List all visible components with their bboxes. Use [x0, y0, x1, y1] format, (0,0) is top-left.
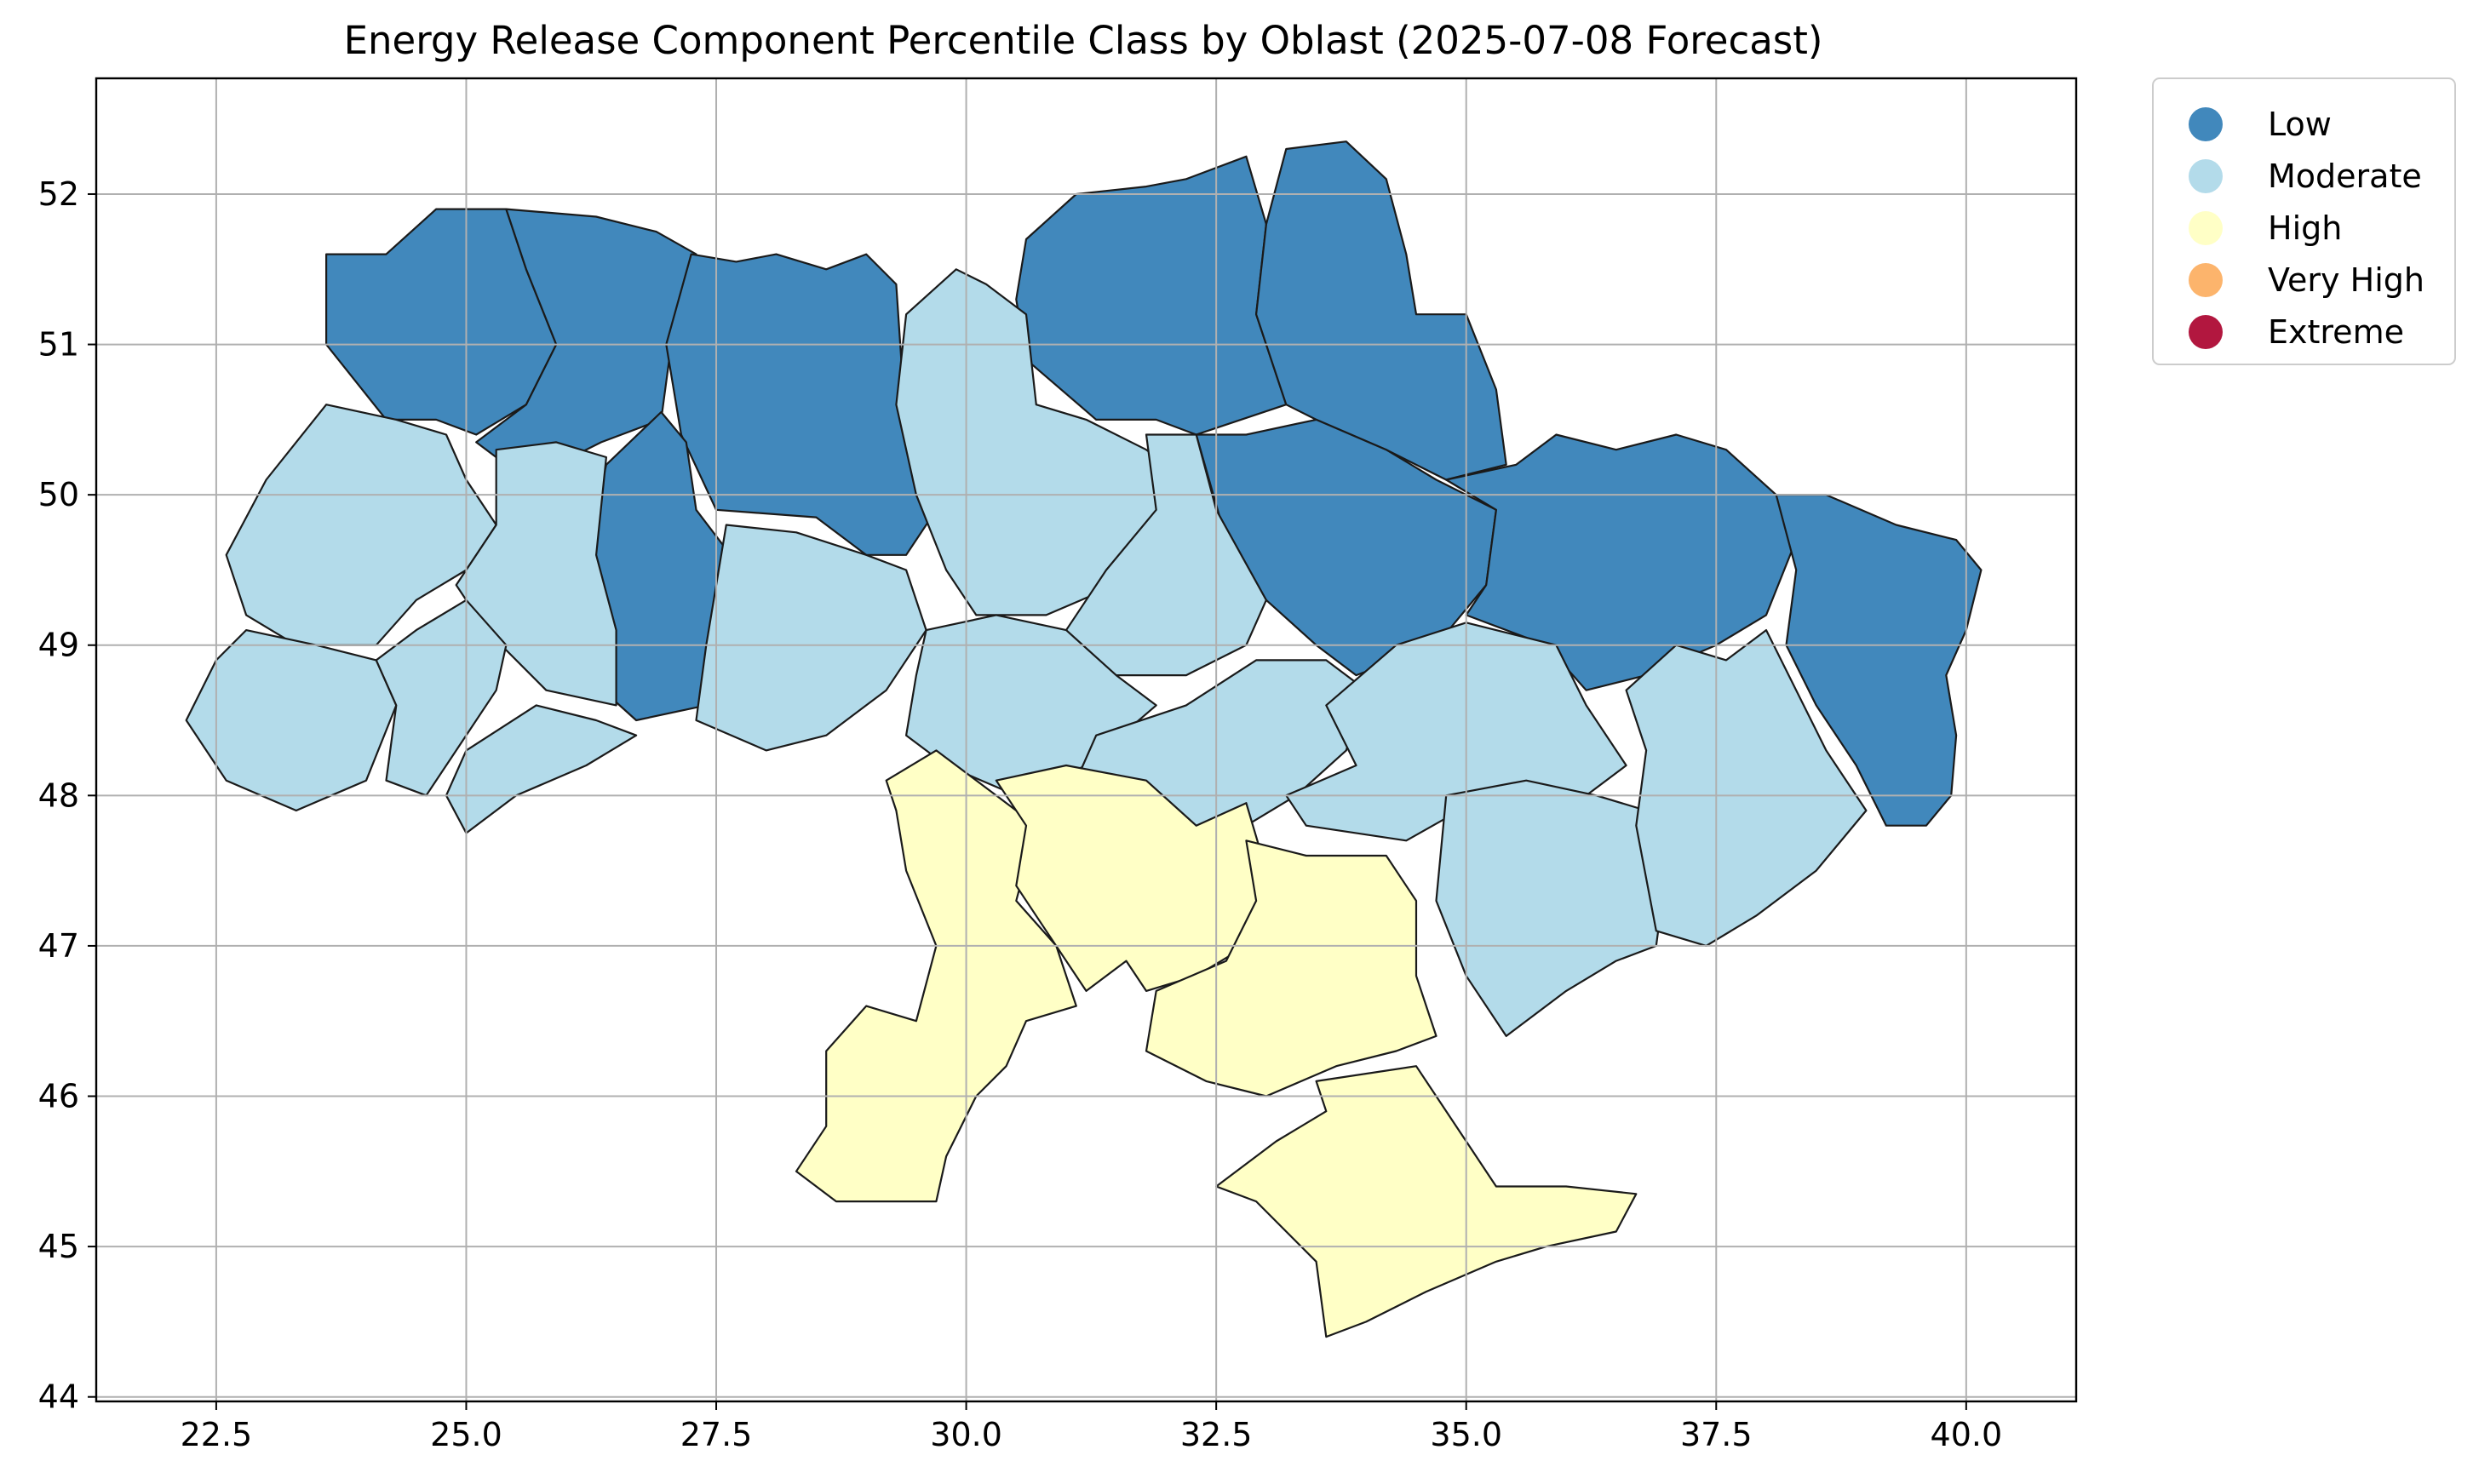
legend-frame — [2152, 77, 2456, 365]
legend-marker-very-high — [2189, 263, 2223, 297]
oblast-region-14-moderate — [445, 704, 638, 834]
x-tick-label: 30.0 — [930, 1416, 1002, 1453]
oblast-region-21-moderate — [1435, 779, 1667, 1038]
y-tick-label: 46 — [38, 1078, 79, 1115]
legend-label-very-high: Very High — [2268, 261, 2424, 299]
oblast-region-22-moderate — [1625, 628, 1868, 948]
gridlines — [96, 78, 2076, 1401]
x-tick-label: 27.5 — [680, 1416, 753, 1453]
y-tick-label: 45 — [38, 1228, 79, 1265]
legend-marker-moderate — [2189, 159, 2223, 193]
legend-label-high: High — [2268, 209, 2342, 247]
x-tick-label: 25.0 — [430, 1416, 502, 1453]
oblast-region-6-low — [1254, 140, 1507, 481]
oblast-region-10-moderate — [225, 404, 497, 646]
legend: Low Moderate High Very High Extreme — [2152, 77, 2456, 365]
legend-marker-high — [2189, 211, 2223, 245]
y-axis-ticks: 44 45 46 47 48 49 50 51 52 — [38, 175, 96, 1416]
y-tick-label: 50 — [38, 476, 79, 513]
oblast-region-17-moderate — [1055, 433, 1268, 677]
chart-title: Energy Release Component Percentile Clas… — [344, 18, 1823, 63]
oblast-region-25-high — [1145, 839, 1437, 1097]
oblast-region-26-high — [1215, 1065, 1638, 1338]
legend-label-extreme: Extreme — [2268, 313, 2404, 351]
y-tick-label: 51 — [38, 326, 79, 364]
plot-frame — [95, 77, 2078, 1403]
legend-marker-low — [2189, 107, 2223, 141]
y-tick-label: 44 — [38, 1378, 79, 1416]
x-axis-ticks: 22.5 25.0 27.5 30.0 32.5 35.0 37.5 40.0 — [181, 1401, 2003, 1453]
oblast-regions — [185, 140, 1983, 1338]
oblast-region-15-moderate — [695, 524, 927, 752]
oblast-region-9-low — [1775, 494, 1983, 827]
legend-label-moderate: Moderate — [2268, 158, 2422, 195]
x-tick-label: 35.0 — [1430, 1416, 1502, 1453]
y-tick-label: 52 — [38, 175, 79, 213]
x-tick-label: 32.5 — [1180, 1416, 1253, 1453]
oblast-region-8-low — [1445, 433, 1798, 691]
legend-marker-extreme — [2189, 315, 2223, 349]
oblast-region-13-moderate — [375, 599, 508, 797]
x-tick-label: 37.5 — [1680, 1416, 1753, 1453]
x-tick-label: 40.0 — [1931, 1416, 2003, 1453]
legend-label-low: Low — [2268, 106, 2332, 143]
x-tick-label: 22.5 — [181, 1416, 253, 1453]
y-tick-label: 48 — [38, 776, 79, 814]
y-tick-label: 49 — [38, 627, 79, 664]
y-tick-label: 47 — [38, 927, 79, 965]
